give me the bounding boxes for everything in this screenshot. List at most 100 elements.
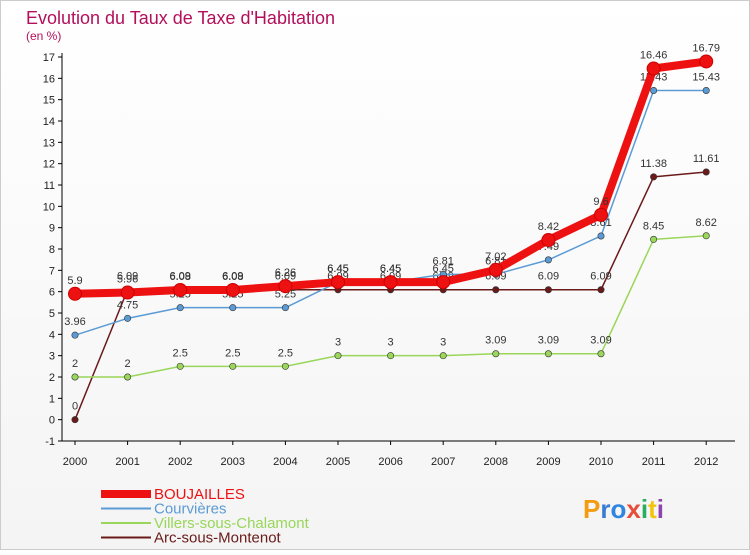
series-layer: 06.096.096.096.096.096.096.096.096.096.0… [64, 42, 720, 424]
data-point [699, 54, 714, 69]
data-label: 3 [388, 337, 394, 349]
y-tick-label: 4 [49, 329, 55, 341]
data-label: 11.38 [640, 158, 667, 170]
data-point [492, 286, 500, 294]
x-tick-label: 2010 [589, 456, 613, 468]
x-tick-label: 2005 [326, 456, 350, 468]
data-point [544, 286, 552, 294]
x-tick-label: 2007 [431, 456, 455, 468]
data-point [124, 314, 132, 322]
data-point [650, 235, 658, 243]
data-point [173, 282, 188, 297]
series-courvi-res: 3.964.755.255.255.256.456.456.816.817.49… [64, 71, 720, 339]
data-point [68, 286, 82, 301]
y-tick-label: 15 [43, 95, 55, 107]
y-tick-label: 11 [44, 180, 55, 192]
y-tick-label: 9 [49, 223, 55, 235]
data-label: 6.09 [117, 271, 138, 283]
data-point [597, 286, 605, 294]
data-point [702, 232, 710, 240]
data-point [229, 304, 237, 312]
data-label: 15.43 [692, 71, 720, 83]
data-point [650, 173, 658, 181]
data-point [71, 331, 79, 339]
y-tick-label: 13 [43, 137, 55, 149]
data-label: 7.02 [485, 251, 506, 263]
data-point [71, 373, 79, 381]
data-label: 2.5 [173, 347, 188, 359]
data-point [439, 352, 447, 360]
data-point [597, 232, 605, 240]
data-label: 6.45 [327, 263, 348, 275]
data-label: 5.25 [275, 289, 296, 301]
data-label: 3.09 [590, 335, 611, 347]
y-tick-label: 3 [49, 351, 55, 363]
data-point [597, 350, 605, 358]
data-label: 3.09 [538, 335, 559, 347]
data-point [281, 362, 289, 370]
data-point [278, 279, 293, 294]
data-label: 6.45 [432, 263, 453, 275]
data-label: 11.61 [693, 153, 720, 165]
data-point [544, 350, 552, 358]
legend: BOUJAILLESCourvièresVillers-sous-Chalamo… [101, 486, 310, 547]
data-point [488, 262, 503, 277]
data-point [225, 282, 240, 297]
data-point [436, 275, 451, 290]
data-label: 3 [440, 337, 446, 349]
data-point [281, 304, 289, 312]
data-point [331, 275, 345, 290]
chart-title: Evolution du Taux de Taxe d'Habitation [26, 8, 335, 28]
data-label: 3.09 [485, 335, 506, 347]
data-point [334, 352, 342, 360]
data-point [646, 61, 661, 76]
data-point [124, 373, 132, 381]
legend-label-boujailles: BOUJAILLES [154, 486, 245, 503]
x-tick-label: 2001 [115, 456, 139, 468]
data-point [176, 362, 184, 370]
legend-label-arc-sous-montenot: Arc-sous-Montenot [154, 530, 282, 547]
x-tick-label: 2008 [484, 456, 508, 468]
data-point [229, 362, 237, 370]
y-tick-label: -1 [45, 436, 55, 448]
data-point [702, 168, 710, 176]
series-boujailles: 5.9 5.96 6.08 6.08 6.26 6.45 6.45 6.45 7.02 8.42 9… [67, 42, 720, 301]
x-tick-label: 2009 [536, 456, 560, 468]
proxiti-logo: Proxiti [583, 494, 664, 524]
data-label: 4.75 [117, 299, 138, 311]
x-tick-label: 2006 [378, 456, 402, 468]
chart-subtitle: (en %) [26, 29, 61, 43]
data-label: 6.45 [327, 263, 348, 275]
y-tick-label: 8 [49, 244, 55, 256]
data-label: 8.42 [538, 221, 559, 233]
data-label: 2.5 [278, 347, 293, 359]
data-label: 6.09 [590, 271, 611, 283]
data-label: 6.09 [222, 271, 243, 283]
data-label: 6.08 [169, 271, 190, 283]
y-tick-label: 7 [49, 265, 55, 277]
data-label: 16.46 [640, 50, 668, 62]
data-label: 8.45 [643, 220, 664, 232]
series-line [71, 57, 711, 298]
data-label: 16.79 [692, 42, 720, 54]
y-tick-label: 2 [49, 372, 55, 384]
logo-text: Proxiti [583, 494, 664, 524]
data-label: 3.96 [64, 316, 85, 328]
y-tick-label: 14 [43, 116, 55, 128]
y-tick-label: 10 [43, 201, 55, 213]
data-label: 3 [335, 337, 341, 349]
y-tick-label: 1 [49, 393, 55, 405]
series-villers-sous-chalamont: 2 2 2.5 2.5 2.5 3 3 3 3.09 3.09 3.09 8.45 8.62 [71, 217, 717, 381]
data-label: 0 [72, 401, 78, 413]
x-tick-label: 2012 [694, 456, 718, 468]
x-tick-label: 2000 [63, 456, 87, 468]
data-label: 6.81 [432, 255, 453, 267]
data-point [650, 86, 658, 94]
data-label: 9.6 [593, 196, 608, 208]
data-label: 5.9 [67, 275, 82, 287]
data-point [120, 285, 135, 300]
x-tick-label: 2004 [273, 456, 297, 468]
